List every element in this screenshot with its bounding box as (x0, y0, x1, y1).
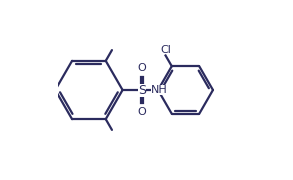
Text: O: O (138, 107, 146, 117)
Text: Cl: Cl (160, 45, 171, 55)
Text: O: O (138, 63, 146, 73)
Text: S: S (138, 84, 146, 96)
Text: NH: NH (151, 85, 167, 95)
